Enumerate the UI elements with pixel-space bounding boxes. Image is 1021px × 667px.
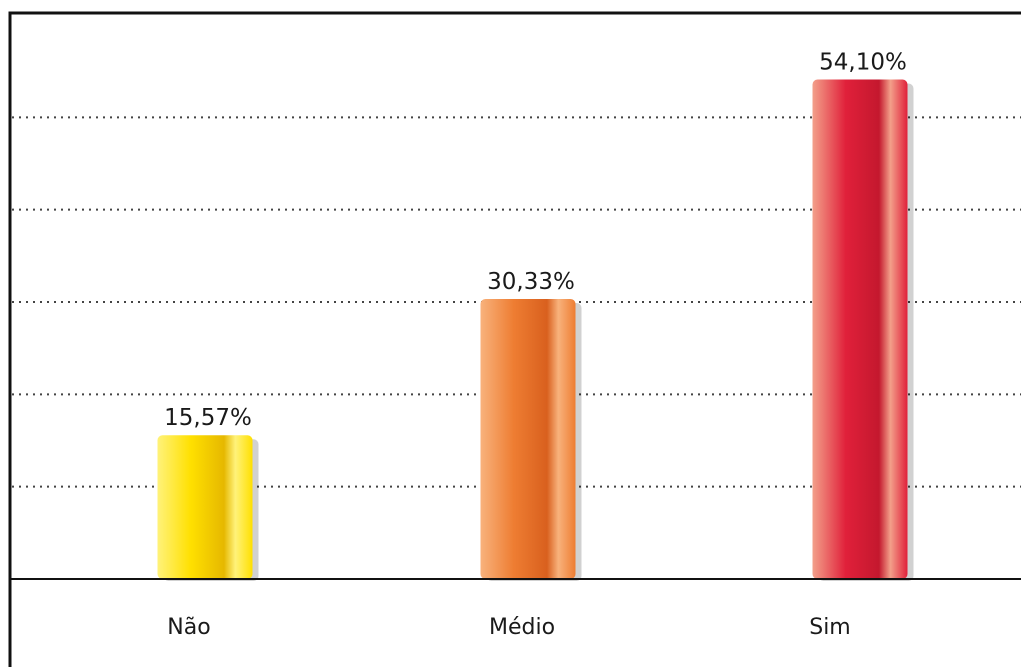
data-label: 54,10% (819, 49, 907, 75)
data-label: 30,33% (487, 269, 575, 295)
bar (812, 79, 908, 579)
x-tick-label: Sim (809, 615, 851, 640)
data-label: 15,57% (164, 405, 252, 431)
labels: 15,57% Não 30,33% Médio 54,10% Sim (164, 49, 907, 640)
bar (480, 298, 576, 579)
bars (157, 79, 914, 581)
x-tick-label: Médio (489, 615, 555, 640)
x-tick-label: Não (167, 615, 210, 640)
bar (157, 435, 253, 579)
